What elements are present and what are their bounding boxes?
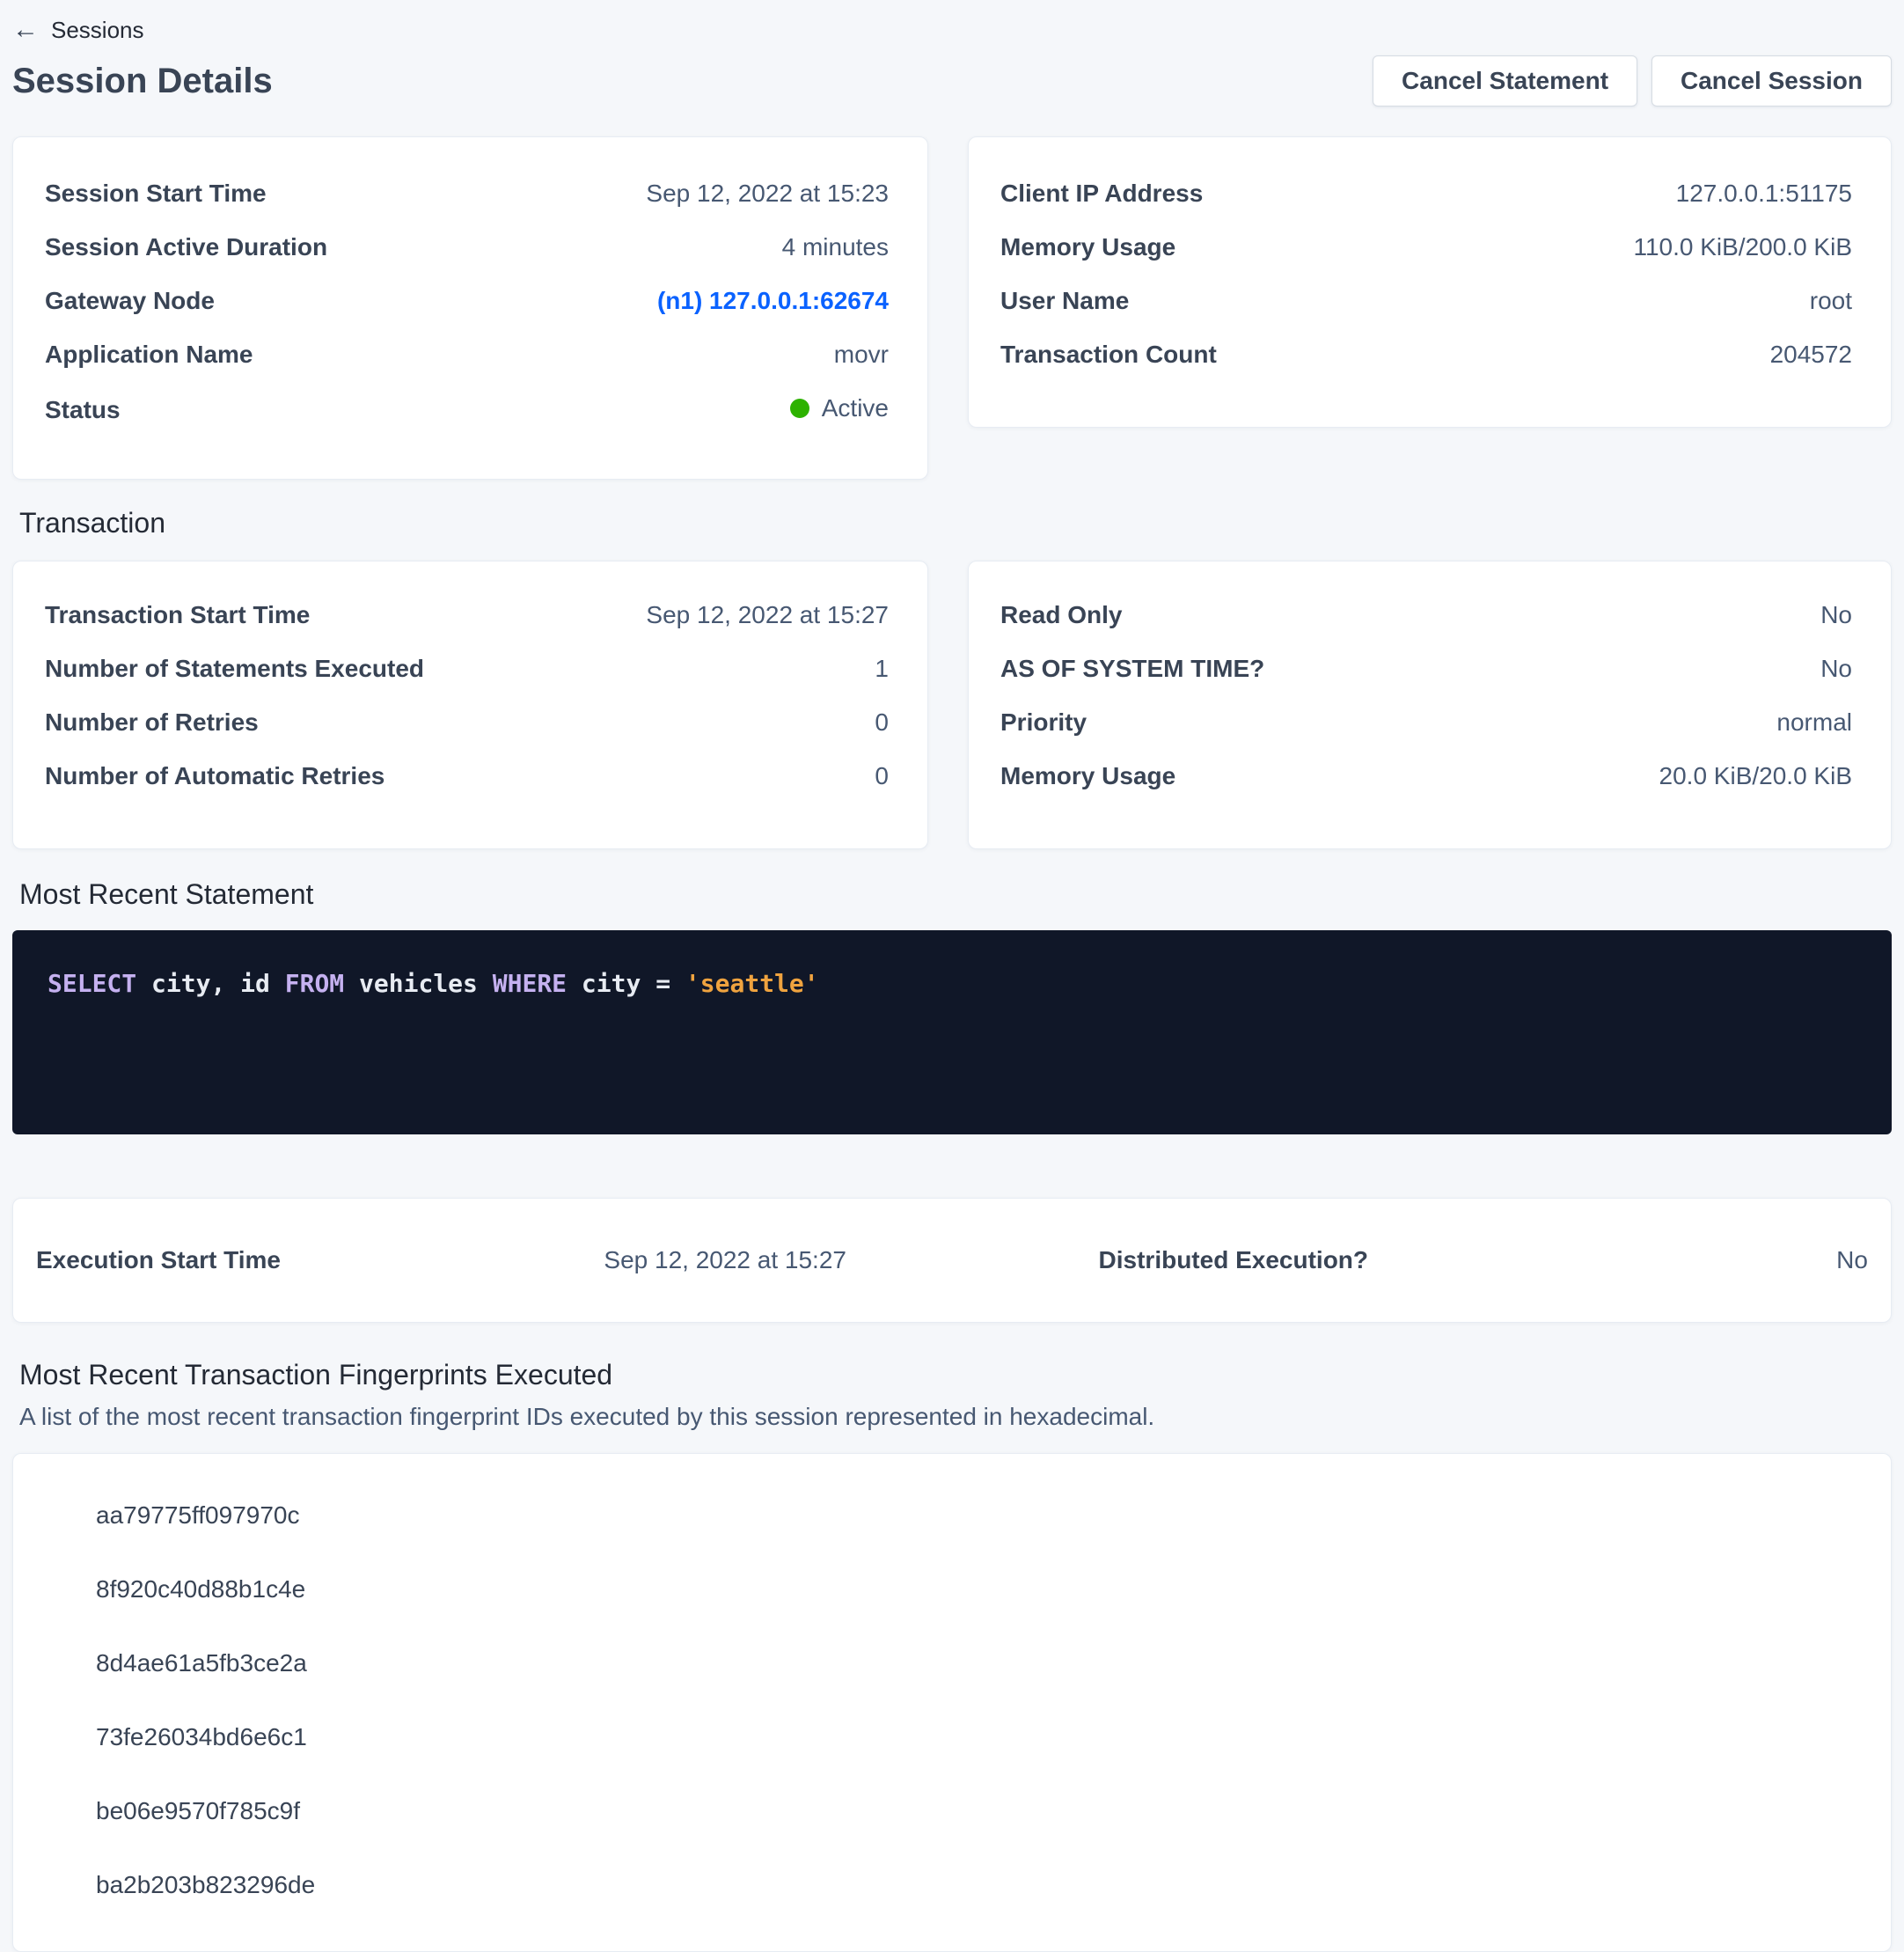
page-header: Session Details Cancel Statement Cancel … (12, 55, 1892, 107)
status-active-dot (789, 399, 809, 418)
row-value: Sep 12, 2022 at 15:27 (646, 601, 889, 628)
row-value: 204572 (1769, 341, 1852, 368)
row-label: Transaction Count (1000, 341, 1217, 368)
execution-details-card: Execution Start Time Sep 12, 2022 at 15:… (12, 1198, 1892, 1323)
row-label: Client IP Address (1000, 180, 1204, 207)
fingerprint-list-item: ba2b203b823296de (96, 1871, 316, 1898)
fingerprint-list-item: 8d4ae61a5fb3ce2a (96, 1649, 307, 1677)
row-label: Session Active Duration (45, 233, 328, 261)
summary-row: AS OF SYSTEM TIME? No (1000, 657, 1852, 681)
row-value: root (1809, 287, 1852, 314)
session-details-card: Session Start Time Sep 12, 2022 at 15:23… (12, 136, 928, 480)
page-title: Session Details (12, 62, 273, 100)
sql-keyword: FROM (284, 969, 345, 998)
row-value: 20.0 KiB/20.0 KiB (1659, 762, 1852, 789)
row-label: Gateway Node (45, 287, 215, 314)
sql-text: vehicles (344, 969, 493, 998)
summary-row: Memory Usage 20.0 KiB/20.0 KiB (1000, 764, 1852, 789)
transaction-section-title: Transaction (19, 507, 165, 539)
transaction-summary-row: Transaction Start Time Sep 12, 2022 at 1… (12, 561, 1892, 849)
row-label: Status (45, 396, 121, 423)
back-to-sessions-link[interactable]: ← Sessions (12, 0, 144, 44)
summary-row: Gateway Node (n1) 127.0.0.1:62674 (45, 289, 889, 313)
row-value: 0 (875, 708, 889, 736)
statement-section-title: Most Recent Statement (19, 878, 314, 910)
fingerprint-list-item: be06e9570f785c9f (96, 1797, 300, 1824)
summary-row: Client IP Address 127.0.0.1:51175 (1000, 181, 1852, 206)
summary-row: User Name root (1000, 289, 1852, 313)
summary-row: Number of Retries 0 (45, 710, 889, 735)
row-value: 1 (875, 655, 889, 682)
sql-string-literal: 'seattle' (685, 969, 819, 998)
fingerprint-list-item: 73fe26034bd6e6c1 (96, 1723, 307, 1750)
summary-row: Number of Automatic Retries 0 (45, 764, 889, 789)
sql-keyword: WHERE (492, 969, 568, 998)
summary-row: Number of Statements Executed 1 (45, 657, 889, 681)
distributed-execution-label: Distributed Execution? (1098, 1246, 1368, 1273)
sql-text: city = (567, 969, 685, 998)
row-label: AS OF SYSTEM TIME? (1000, 655, 1265, 682)
execution-start-time-value: Sep 12, 2022 at 15:27 (604, 1246, 846, 1273)
summary-row: Read Only No (1000, 603, 1852, 627)
sql-statement-box: SELECT city, id FROM vehicles WHERE city… (12, 930, 1892, 1134)
status-text: Active (821, 394, 889, 422)
summary-row: Memory Usage 110.0 KiB/200.0 KiB (1000, 235, 1852, 260)
summary-row: Session Start Time Sep 12, 2022 at 15:23 (45, 181, 889, 206)
summary-row-status: Status Active (45, 396, 889, 422)
fingerprints-section-title: Most Recent Transaction Fingerprints Exe… (19, 1359, 613, 1391)
row-label: Memory Usage (1000, 233, 1176, 261)
row-value: movr (833, 341, 889, 368)
row-label: Number of Statements Executed (45, 655, 424, 682)
fingerprints-list-card: aa79775ff097970c 8f920c40d88b1c4e 8d4ae6… (12, 1453, 1892, 1952)
row-value: No (1820, 601, 1852, 628)
summary-row: Priority normal (1000, 710, 1852, 735)
row-value: 0 (875, 762, 889, 789)
sql-text: city, id (136, 969, 285, 998)
gateway-node-link[interactable]: (n1) 127.0.0.1:62674 (656, 287, 889, 314)
fingerprints-section-subtitle: A list of the most recent transaction fi… (19, 1403, 1155, 1430)
cancel-session-button[interactable]: Cancel Session (1651, 55, 1892, 106)
row-value: No (1820, 655, 1852, 682)
row-value: 110.0 KiB/200.0 KiB (1633, 233, 1852, 261)
arrow-left-icon: ← (12, 15, 39, 44)
transaction-config-card: Read Only No AS OF SYSTEM TIME? No Prior… (968, 561, 1892, 849)
summary-row: Transaction Count 204572 (1000, 342, 1852, 367)
row-label: Priority (1000, 708, 1087, 736)
fingerprint-list-item: aa79775ff097970c (96, 1501, 300, 1529)
header-actions: Cancel Statement Cancel Session (1373, 55, 1892, 106)
row-value: normal (1776, 708, 1852, 736)
summary-row: Transaction Start Time Sep 12, 2022 at 1… (45, 603, 889, 627)
row-label: Memory Usage (1000, 762, 1176, 789)
row-label: Application Name (45, 341, 253, 368)
sql-keyword: SELECT (48, 969, 137, 998)
row-label: Number of Automatic Retries (45, 762, 385, 789)
row-value: Sep 12, 2022 at 15:23 (646, 180, 889, 207)
fingerprint-list-item: 8f920c40d88b1c4e (96, 1575, 306, 1603)
status-value: Active (789, 394, 889, 422)
distributed-execution-value: No (1836, 1246, 1868, 1273)
row-label: Read Only (1000, 601, 1123, 628)
row-label: Transaction Start Time (45, 601, 311, 628)
summary-row: Session Active Duration 4 minutes (45, 235, 889, 260)
row-label: Session Start Time (45, 180, 267, 207)
row-value: 127.0.0.1:51175 (1675, 180, 1852, 207)
transaction-details-card: Transaction Start Time Sep 12, 2022 at 1… (12, 561, 928, 849)
cancel-statement-button[interactable]: Cancel Statement (1373, 55, 1638, 106)
back-link-label: Sessions (51, 17, 144, 43)
row-label: Number of Retries (45, 708, 259, 736)
row-value: 4 minutes (781, 233, 889, 261)
summary-row: Application Name movr (45, 342, 889, 367)
execution-start-time-label: Execution Start Time (36, 1246, 282, 1273)
client-details-card: Client IP Address 127.0.0.1:51175 Memory… (968, 136, 1892, 428)
session-summary-row: Session Start Time Sep 12, 2022 at 15:23… (12, 136, 1892, 480)
row-label: User Name (1000, 287, 1130, 314)
